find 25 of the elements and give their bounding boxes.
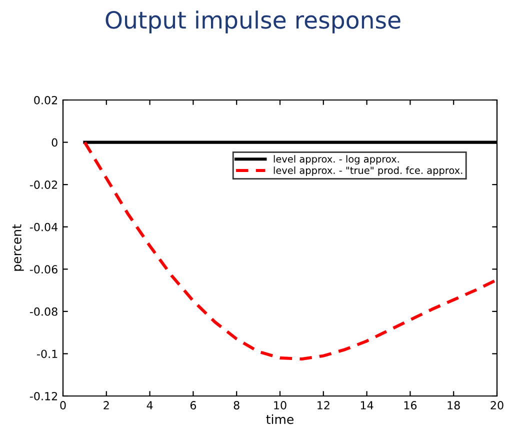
y-tick-label: -0.06 [30, 265, 58, 274]
line-series [83, 140, 497, 361]
legend-label: level approx. - log approx. [274, 155, 399, 165]
y-tick-label: -0.1 [37, 350, 58, 358]
legend-label: level approx. - "true" prod. fce. approx. [274, 166, 462, 176]
x-tick-label: 12 [318, 401, 330, 410]
x-tick-label: 18 [448, 401, 460, 410]
y-tick-label: -0.12 [30, 392, 58, 400]
x-tick-label: 2 [104, 401, 109, 410]
x-tick-label: 8 [234, 401, 240, 410]
y-tick-label: 0.02 [34, 96, 58, 104]
x-tick-label: 4 [146, 401, 153, 410]
x-tick-label: 10 [274, 401, 286, 410]
x-axis-title: time [266, 414, 294, 424]
chart-title: Output impulse response [106, 10, 400, 34]
y-tick-label: 0 [52, 138, 58, 147]
y-tick-label: -0.08 [30, 307, 58, 316]
x-tick-label: 14 [360, 401, 374, 410]
x-tick-label: 6 [190, 401, 196, 410]
y-axis-title: percent [12, 224, 24, 271]
x-tick-label: 0 [60, 401, 66, 410]
y-tick-label: -0.04 [30, 222, 58, 232]
y-tick-label: -0.02 [30, 180, 58, 189]
x-tick-label: 16 [404, 401, 417, 410]
x-tick-label: 20 [490, 401, 504, 410]
